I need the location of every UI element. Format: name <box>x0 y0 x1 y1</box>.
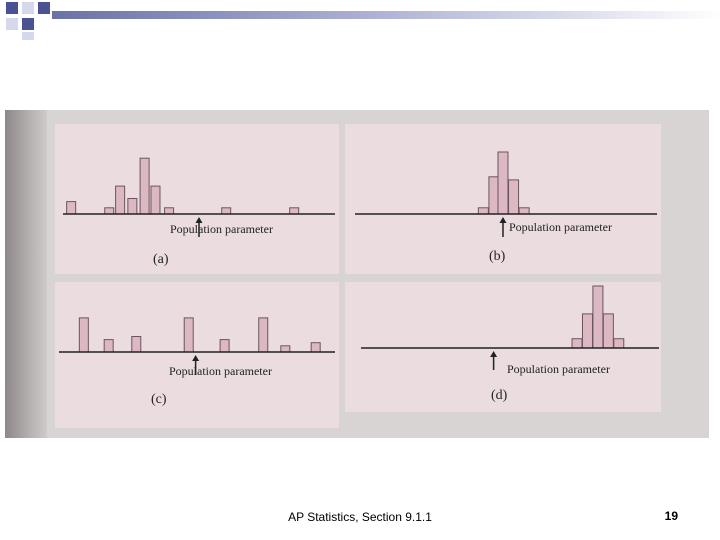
panel-caption-d: (d) <box>491 388 508 403</box>
panel-caption-b: (b) <box>489 249 506 264</box>
up-arrow-icon <box>192 355 200 375</box>
histogram-bar <box>115 185 126 215</box>
histogram-bar <box>258 317 269 353</box>
parameter-label-c: Population parameter <box>169 364 272 378</box>
histogram-c <box>59 317 335 375</box>
histogram-d <box>361 285 659 370</box>
histogram-bar <box>477 207 489 215</box>
histogram-panel-b: Population parameter (b) <box>345 124 661 274</box>
histogram-b <box>355 151 657 237</box>
up-arrow-icon <box>195 217 203 237</box>
parameter-label-a: Population parameter <box>170 222 273 236</box>
histogram-bar <box>280 345 291 353</box>
histogram-bar <box>310 342 321 353</box>
histogram-bar <box>602 313 614 349</box>
histogram-bar <box>488 176 500 215</box>
histogram-bar <box>104 207 115 215</box>
histogram-bar <box>289 207 300 215</box>
histogram-panel-a: Population parameter (a) <box>55 124 339 274</box>
title-bar-gradient <box>52 11 720 19</box>
histogram-bar <box>150 185 161 215</box>
slide-number: 19 <box>664 509 678 523</box>
corner-square <box>22 32 34 40</box>
histogram-bar <box>78 317 89 353</box>
corner-square <box>6 2 18 14</box>
histogram-bar <box>219 339 230 353</box>
histogram-bar <box>66 201 77 215</box>
histogram-panel-d: Population parameter (d) <box>345 282 661 412</box>
up-arrow-icon <box>490 351 498 370</box>
histogram-bar <box>497 151 509 215</box>
histogram-bar <box>127 198 138 215</box>
histogram-bar <box>103 339 114 353</box>
histogram-bar <box>183 317 194 353</box>
histogram-bar <box>581 313 593 349</box>
up-arrow-icon <box>499 217 507 237</box>
histogram-panel-c: Population parameter (c) <box>55 282 339 428</box>
histogram-bar <box>518 207 530 215</box>
corner-square <box>22 18 34 30</box>
parameter-label-d: Population parameter <box>507 362 610 376</box>
histogram-bar <box>508 179 520 215</box>
textbook-figure-photo: Population parameter (a) Population para… <box>5 110 709 438</box>
slide-corner-decoration <box>0 0 720 40</box>
histogram-bar <box>571 338 583 349</box>
histogram-a <box>63 157 335 237</box>
corner-square <box>6 18 18 30</box>
histogram-bar <box>164 207 175 215</box>
histogram-bar <box>131 336 142 353</box>
page-shadow <box>5 110 47 438</box>
histogram-bar <box>592 285 604 349</box>
histogram-bar <box>221 207 232 215</box>
panel-caption-a: (a) <box>153 252 169 267</box>
parameter-label-b: Population parameter <box>509 220 612 234</box>
panel-caption-c: (c) <box>151 392 167 407</box>
corner-square <box>38 2 50 14</box>
histogram-bar <box>613 338 625 349</box>
corner-square <box>22 2 34 14</box>
slide-footer: AP Statistics, Section 9.1.1 <box>288 510 432 524</box>
histogram-bar <box>139 157 150 215</box>
